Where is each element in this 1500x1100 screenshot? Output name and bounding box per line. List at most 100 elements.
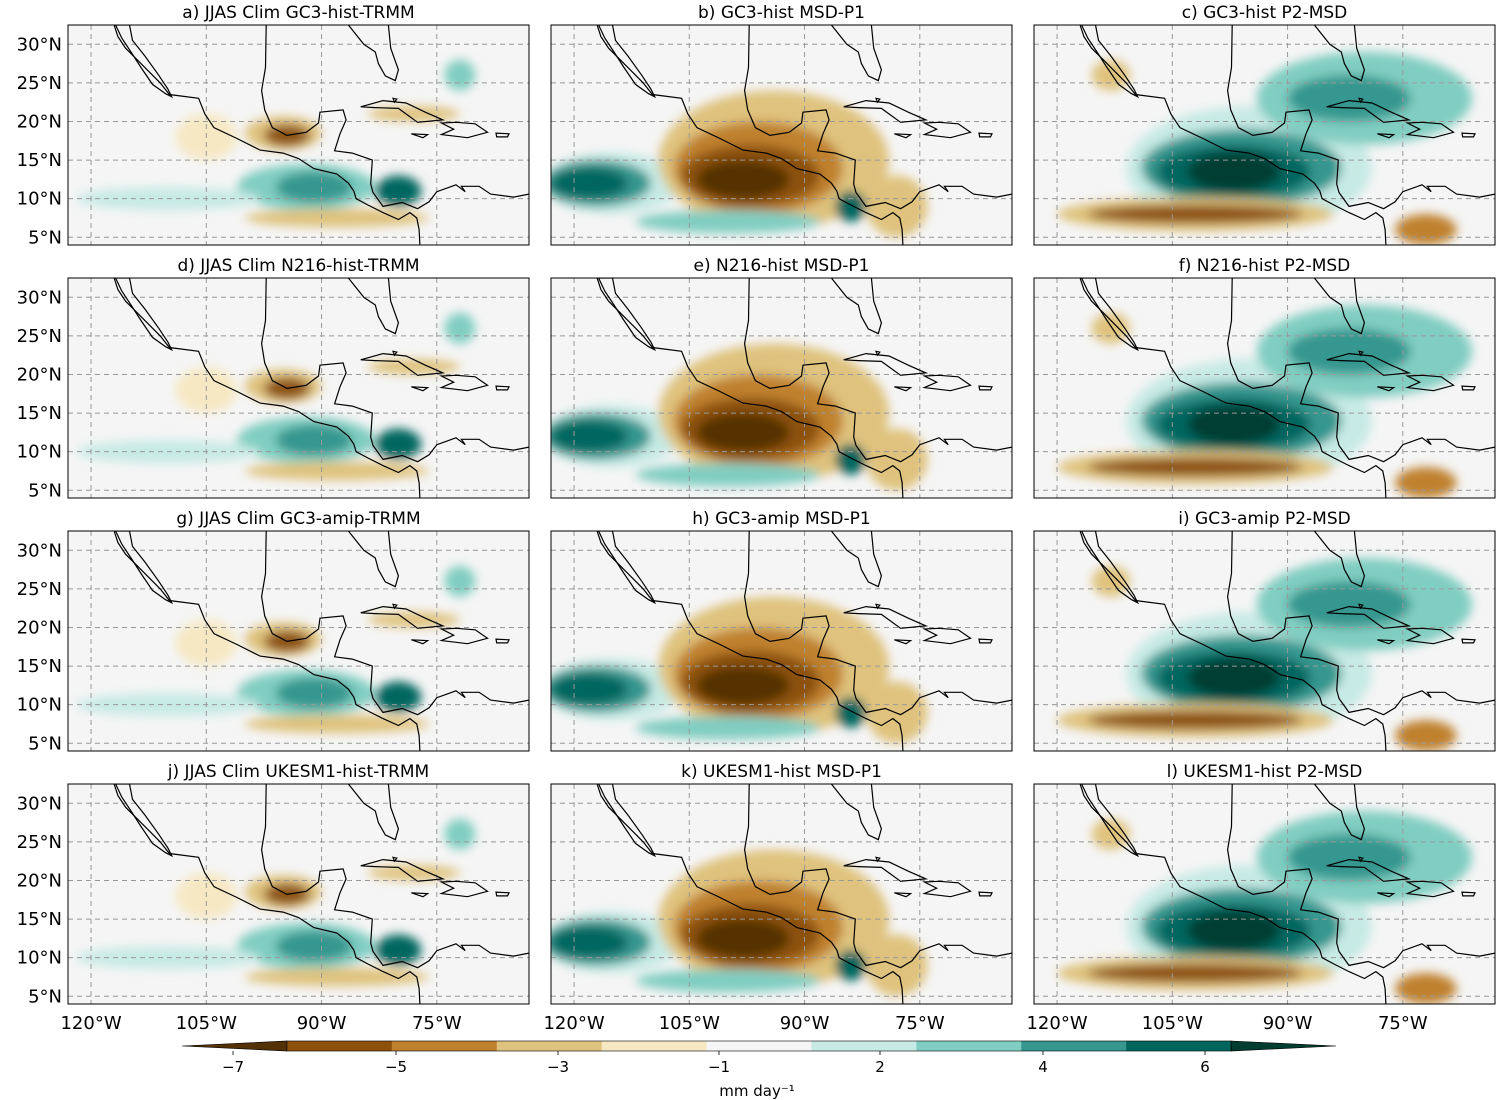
anomaly-contour — [696, 160, 790, 199]
longitude-tick-label: 90°W — [297, 1013, 347, 1034]
precip-anomaly-field — [551, 343, 928, 491]
coastline-path — [1313, 25, 1366, 82]
coastline-path — [411, 639, 430, 645]
anomaly-contour — [1395, 973, 1457, 1004]
coastline-path — [411, 133, 430, 139]
coastline-path — [894, 639, 913, 645]
coastline-path — [596, 531, 904, 751]
precip-anomaly-field — [551, 849, 928, 997]
panel-title: e) N216-hist MSD-P1 — [694, 256, 870, 276]
coastline-path — [1080, 25, 1140, 99]
coastline-path — [1405, 880, 1455, 898]
coastline — [1079, 531, 1495, 751]
coastline-path — [495, 132, 510, 138]
anomaly-contour — [275, 677, 353, 709]
coastline-path — [1377, 892, 1396, 898]
panel-title: k) UKESM1-hist MSD-P1 — [681, 762, 882, 782]
coastline-path — [411, 892, 430, 898]
longitude-tick-label: 75°W — [412, 1013, 462, 1034]
coastline-path — [1461, 891, 1476, 897]
gridlines — [551, 531, 1012, 751]
coastline-path — [439, 627, 489, 645]
precip-anomaly-field — [551, 90, 928, 238]
anomaly-contour — [1187, 658, 1280, 697]
anomaly-contour — [244, 208, 430, 228]
panel-title: j) JJAS Clim UKESM1-hist-TRMM — [167, 762, 429, 782]
anomaly-contour — [1395, 214, 1457, 245]
panel-title: b) GC3-hist MSD-P1 — [698, 3, 865, 23]
coastline-path — [875, 97, 881, 104]
coastline-path — [1377, 386, 1396, 392]
coastline-path — [1226, 531, 1495, 716]
coastline-path — [1080, 278, 1140, 352]
coastline-path — [1326, 99, 1412, 123]
anomaly-contour — [444, 818, 476, 850]
coastline-path — [843, 352, 929, 376]
anomaly-contour — [635, 210, 820, 234]
coastline — [113, 278, 529, 498]
latitude-tick-label: 15°N — [17, 403, 62, 424]
coastline-path — [392, 856, 398, 863]
anomaly-contour — [1287, 328, 1411, 375]
coastline — [596, 784, 1012, 1004]
latitude-tick-labels: 30°N 25°N 20°N 15°N 10°N 5°N 30°N 25°N 20°N 15°N 1… — [17, 34, 62, 1007]
coastline-path — [392, 350, 398, 357]
coastline-path — [439, 121, 489, 139]
colorbar-segment — [706, 1041, 812, 1051]
panel-frame — [67, 277, 530, 499]
latitude-tick-label: 25°N — [17, 579, 62, 600]
panel-frame — [1033, 277, 1496, 499]
precip-anomaly-field — [1057, 52, 1472, 245]
map-panel: k) UKESM1-hist MSD-P1 — [550, 762, 1013, 1005]
anomaly-contour — [551, 673, 628, 705]
coastline-path — [843, 605, 929, 629]
coastline — [113, 784, 529, 1004]
coastline-path — [843, 858, 929, 882]
coastline-path — [894, 386, 913, 392]
latitude-tick-label: 25°N — [17, 832, 62, 853]
longitude-tick-label: 120°W — [543, 1013, 604, 1034]
map-panel: e) N216-hist MSD-P1 — [550, 256, 1013, 499]
anomaly-contour — [696, 413, 790, 452]
anomaly-contour — [375, 175, 422, 207]
panel-title: c) GC3-hist P2-MSD — [1182, 3, 1348, 23]
coastline-path — [843, 99, 929, 123]
panel-title: f) N216-hist P2-MSD — [1179, 256, 1351, 276]
map-panel: h) GC3-amip MSD-P1 — [550, 509, 1013, 752]
coastline-path — [597, 278, 657, 352]
coastline-path — [978, 891, 993, 897]
anomaly-contour — [551, 420, 628, 452]
coastline-path — [114, 278, 174, 352]
longitude-tick-label: 75°W — [1378, 1013, 1428, 1034]
latitude-tick-label: 10°N — [17, 948, 62, 969]
latitude-tick-label: 15°N — [17, 909, 62, 930]
coastline — [113, 531, 529, 751]
coastline-path — [875, 350, 881, 357]
panel-frame — [550, 24, 1013, 246]
coastline-path — [1461, 385, 1476, 391]
anomaly-contour — [1395, 467, 1457, 498]
anomaly-contour — [551, 926, 628, 958]
coastline-path — [1358, 97, 1364, 104]
coastline-path — [596, 25, 904, 245]
latitude-tick-label: 20°N — [17, 617, 62, 638]
anomaly-contour — [696, 919, 790, 958]
coastline-path — [360, 352, 446, 376]
coastline-path — [922, 121, 972, 139]
colorbar-frame — [286, 1040, 1232, 1052]
latitude-tick-label: 25°N — [17, 326, 62, 347]
anomaly-contour — [835, 190, 867, 222]
panel-frame — [550, 277, 1013, 499]
latitude-tick-label: 10°N — [17, 189, 62, 210]
colorbar-tick-label: 4 — [1038, 1058, 1048, 1076]
coastline-path — [347, 784, 400, 841]
coastline-path — [743, 784, 1012, 969]
map-panel: c) GC3-hist P2-MSD — [1033, 3, 1496, 246]
coastline-path — [597, 784, 657, 858]
anomaly-contour — [1287, 581, 1411, 628]
anomaly-contour — [375, 934, 422, 966]
coastline-path — [743, 531, 1012, 716]
coastline-path — [743, 278, 1012, 463]
panel-title: l) UKESM1-hist P2-MSD — [1167, 762, 1363, 782]
coastline-path — [830, 531, 883, 588]
